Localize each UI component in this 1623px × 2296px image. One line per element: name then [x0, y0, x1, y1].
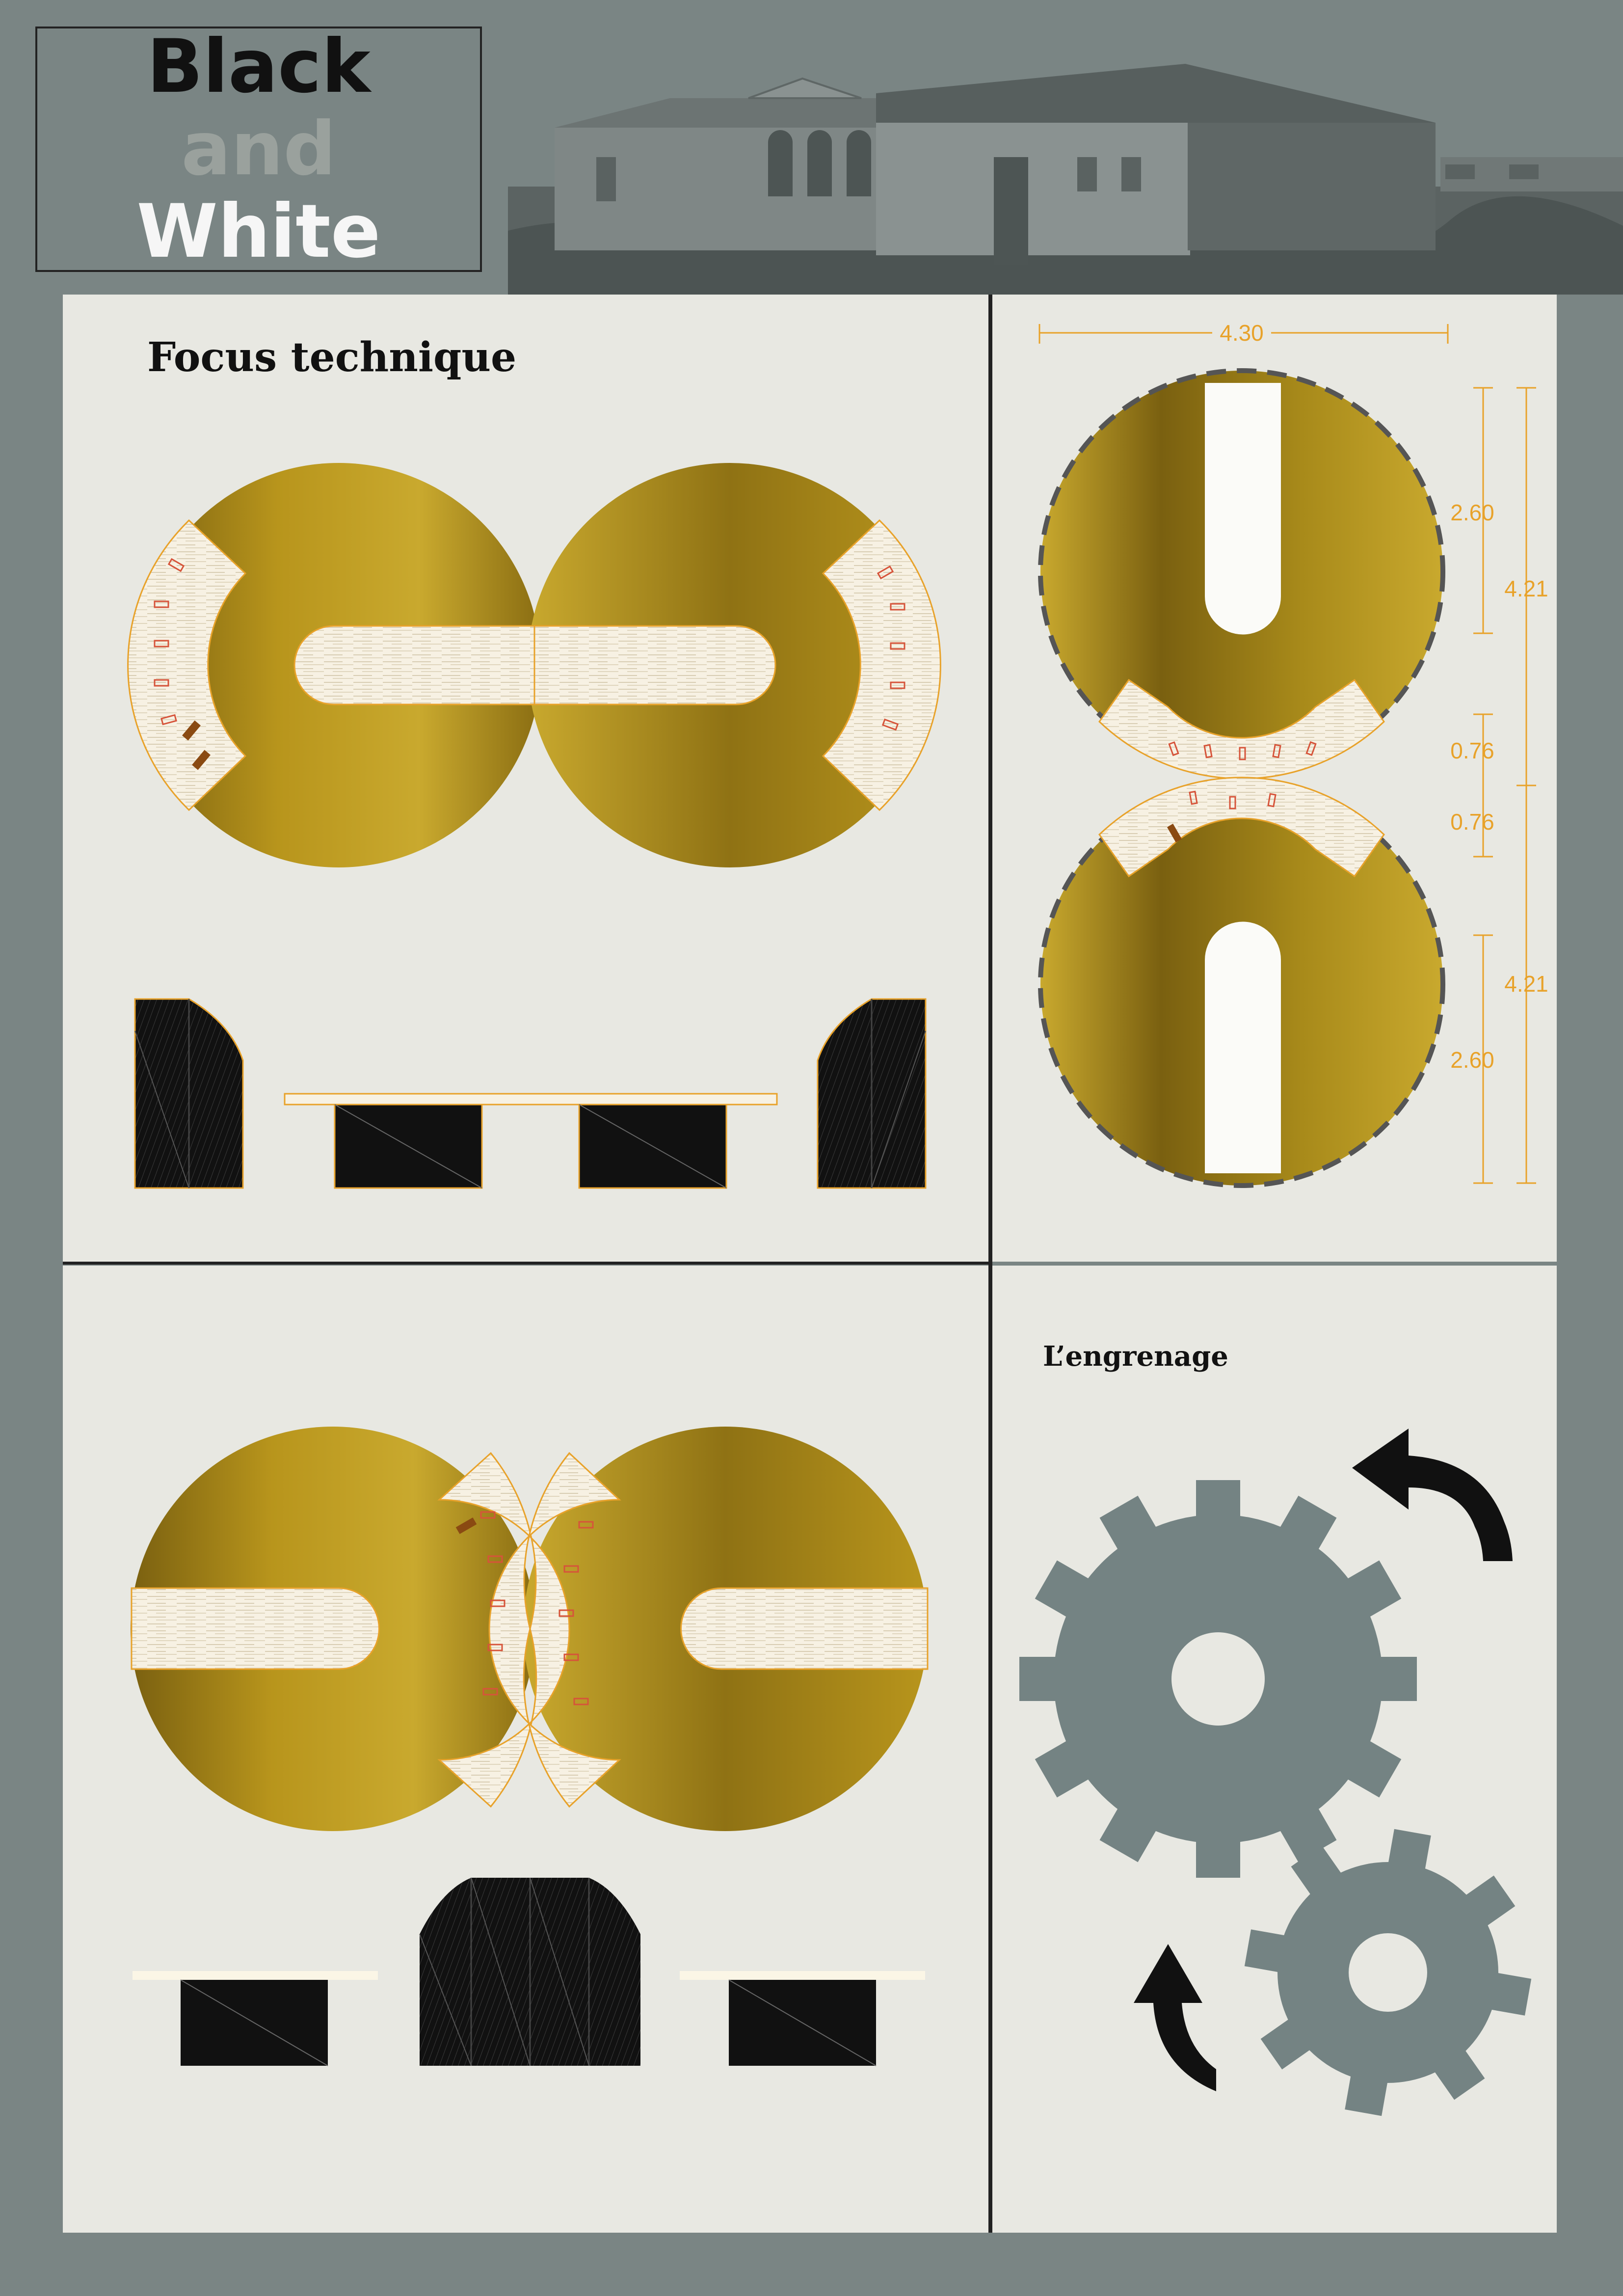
dim-lower-gap: 0.76 — [1450, 809, 1494, 835]
elevations-bottom — [133, 1877, 925, 2066]
vertical-divider — [988, 295, 992, 2233]
winery-photo — [508, 64, 1623, 295]
dim-lower-total: 4.21 — [1504, 971, 1548, 997]
bottle-rack-center-right — [488, 1452, 621, 1808]
focus-heading: Focus technique — [147, 334, 517, 381]
curved-arrow-counterclockwise-icon — [1352, 1429, 1513, 1561]
title-and: and — [181, 107, 336, 192]
lower-slot — [1205, 921, 1281, 1173]
curved-arrow-up-icon — [1134, 1944, 1216, 2091]
gearing-heading: L’engrenage — [1043, 1340, 1228, 1373]
title-black: Black — [147, 24, 371, 109]
gear-large-icon — [1019, 1480, 1417, 1878]
elevations-top — [134, 998, 927, 1189]
dim-lower-slot: 2.60 — [1450, 1047, 1494, 1073]
dim-upper-slot: 2.60 — [1450, 500, 1494, 525]
dim-upper-gap: 0.76 — [1450, 738, 1494, 763]
horizontal-divider-left — [63, 1262, 988, 1265]
bottle-rack-right — [822, 519, 941, 811]
focus-discs-top — [127, 463, 941, 867]
slot-right — [680, 1587, 929, 1670]
upper-slot — [1205, 383, 1281, 635]
title-box: Black and White — [35, 24, 482, 274]
dim-width: 4.30 — [1220, 320, 1264, 346]
dimension-drawing: 4.30 2.60 4.21 0.76 0.76 4.21 2.60 — [1038, 318, 1548, 1188]
title-white: White — [136, 189, 381, 274]
gear-small-icon — [1244, 1829, 1532, 2116]
bottle-rack-left — [127, 519, 247, 811]
slot-left — [131, 1587, 380, 1670]
dim-upper-total: 4.21 — [1504, 576, 1548, 601]
bottle-rack-center-left — [437, 1452, 570, 1808]
focus-discs-bottom — [131, 1427, 929, 1831]
